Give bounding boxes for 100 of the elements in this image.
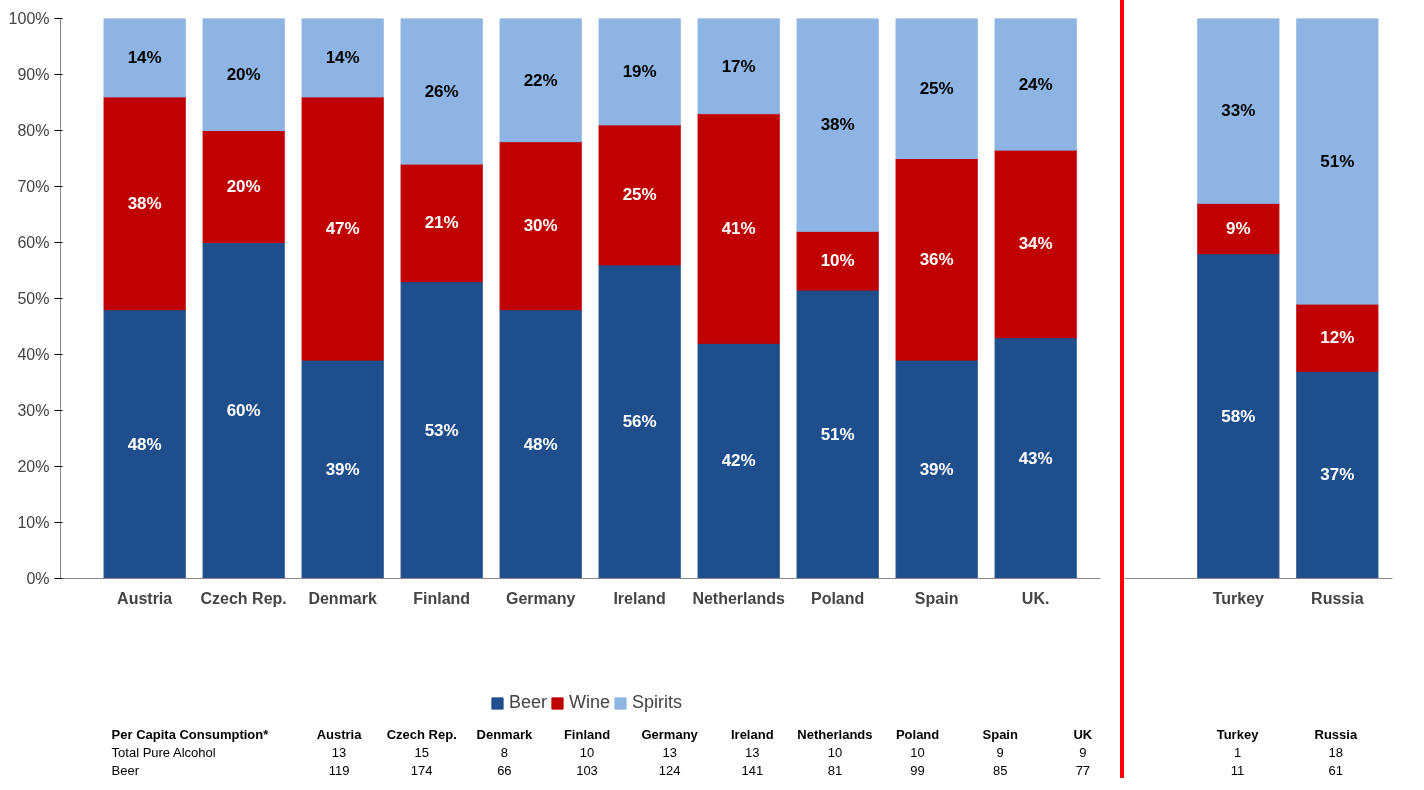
data-label: 41% [721, 219, 756, 238]
bar [697, 342, 780, 579]
bar [301, 18, 384, 98]
y-tick-label: 60% [17, 234, 50, 251]
bar [697, 113, 780, 344]
data-label: 51% [820, 424, 855, 444]
text: Beer [111, 763, 140, 778]
bar [499, 309, 582, 579]
data-label: 66 [497, 763, 512, 778]
data-label: 48% [127, 434, 162, 454]
bar [895, 158, 978, 361]
bar [400, 18, 483, 165]
data-label: 19% [622, 62, 657, 82]
data-label: 42% [721, 451, 756, 471]
category-label: Germany [641, 727, 699, 742]
bar [994, 18, 1077, 151]
data-label: 9 [1079, 745, 1087, 760]
data-label: 174 [410, 763, 433, 778]
category-label: Turkey [1216, 727, 1260, 742]
y-tick-label: 0% [26, 570, 50, 587]
data-label: 14% [325, 48, 360, 68]
bar [1197, 253, 1280, 579]
data-label: 22% [523, 70, 558, 90]
bar [796, 18, 879, 232]
data-label: 53% [424, 420, 459, 440]
x-tick-label: Austria [117, 589, 173, 607]
bar [1296, 303, 1379, 372]
bar [1197, 202, 1280, 255]
data-label: 15 [414, 745, 429, 760]
data-label: 13 [331, 745, 347, 760]
bar [598, 18, 681, 126]
data-label: 9 [996, 745, 1004, 760]
y-tick-label: 40% [17, 346, 50, 363]
bar [1296, 370, 1379, 579]
bar [1296, 18, 1379, 305]
data-label: 1 [1233, 745, 1242, 760]
bar [202, 130, 285, 243]
data-label: 48% [523, 434, 558, 454]
data-label: 124 [658, 763, 681, 778]
legend-label: Beer [509, 692, 548, 713]
data-label: 85 [992, 763, 1008, 778]
bar [499, 18, 582, 143]
text: Per Capita Consumption* [111, 727, 270, 742]
data-label: 56% [622, 412, 657, 432]
bar [202, 242, 285, 579]
y-tick-label: 90% [17, 66, 50, 83]
data-label: 81 [827, 763, 843, 778]
y-tick-label: 50% [17, 290, 50, 307]
data-label: 11 [1230, 763, 1245, 778]
x-tick-label: Poland [810, 589, 865, 607]
data-label: 25% [919, 79, 954, 98]
category-label: Russia [1314, 727, 1358, 742]
data-label: 25% [622, 185, 657, 205]
data-label: 103 [576, 763, 598, 778]
data-label: 77 [1075, 763, 1091, 778]
bar [103, 18, 186, 98]
category-label: Denmark [476, 727, 533, 742]
category-label: Austria [316, 727, 363, 742]
category-label: Czech Rep. [386, 727, 457, 742]
x-tick-label: Denmark [308, 589, 377, 607]
data-label: 51% [1320, 151, 1355, 171]
data-label: 58% [1221, 406, 1256, 426]
category-label: Spain [982, 727, 1018, 742]
x-tick-label: Ireland [613, 589, 666, 607]
data-label: 60% [226, 401, 261, 420]
data-label: 119 [328, 763, 350, 778]
category-label: Netherlands [797, 727, 873, 742]
bar [499, 141, 582, 311]
bar [400, 281, 483, 579]
data-label: 10 [827, 745, 843, 760]
data-label: 39% [919, 459, 954, 479]
bar [202, 18, 285, 131]
bar [994, 337, 1077, 579]
data-label: 21% [424, 213, 459, 233]
data-label: 30% [523, 216, 558, 236]
y-tick-label: 70% [17, 178, 50, 195]
bar [796, 230, 879, 291]
data-label: 99 [910, 763, 925, 778]
data-label: 38% [127, 193, 162, 213]
bar [1197, 18, 1280, 204]
bar [103, 96, 186, 311]
x-tick-label: UK. [1021, 589, 1050, 607]
bar [301, 359, 384, 579]
bar [697, 18, 780, 115]
x-tick-label: Netherlands [692, 589, 785, 607]
legend-label: Spirits [632, 692, 683, 713]
data-label: 24% [1018, 74, 1053, 94]
data-label: 13 [745, 745, 760, 760]
bar [895, 359, 978, 579]
legend-label: Wine [569, 692, 611, 713]
y-tick-label: 10% [17, 514, 50, 531]
data-label: 17% [721, 56, 756, 76]
data-label: 20% [226, 177, 261, 196]
bar [400, 163, 483, 283]
x-tick-label: Turkey [1212, 589, 1265, 607]
data-label: 10 [579, 745, 595, 760]
bar [994, 149, 1077, 339]
category-label: Finland [563, 727, 611, 742]
data-label: 38% [820, 115, 855, 135]
bar [895, 18, 978, 159]
